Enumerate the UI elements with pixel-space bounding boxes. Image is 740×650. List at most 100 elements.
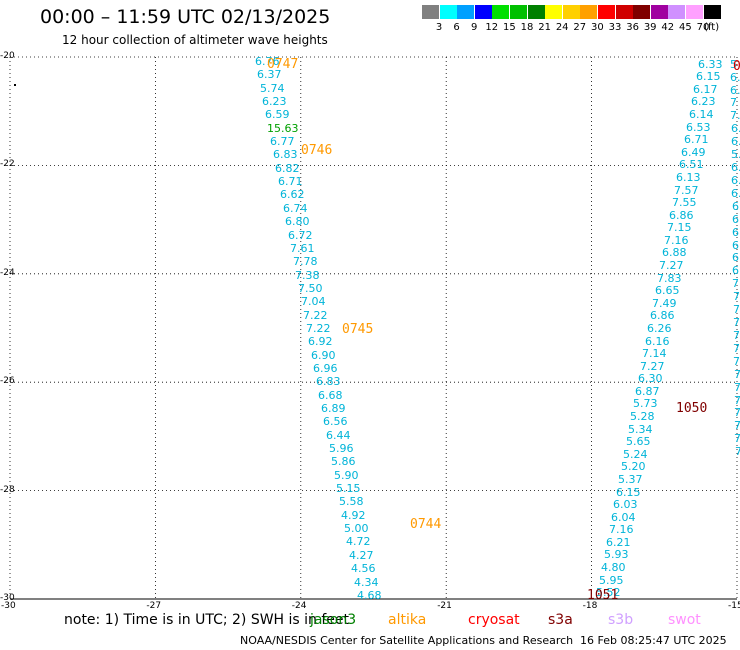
track-c-wave-height: 7.83 — [733, 290, 740, 303]
track-c-wave-height: 6.7 — [731, 161, 740, 174]
track-b-wave-height: 6.86 — [669, 209, 694, 222]
colorbar-swatch — [510, 5, 527, 19]
footnote: note: 1) Time is in UTC; 2) SWH is in fe… — [64, 612, 350, 628]
track-a-wave-height: 4.92 — [341, 509, 366, 522]
track-c-wave-height: 6.76 — [732, 200, 740, 213]
colorbar-swatch — [474, 5, 492, 19]
map-speck — [14, 84, 16, 86]
longitude-tick-label: -21 — [437, 601, 452, 611]
track-b-wave-height: 7.27 — [640, 360, 665, 373]
longitude-tick-label: -27 — [146, 601, 162, 611]
track-b-wave-height: 6.21 — [606, 536, 631, 549]
track-a-pass-time: 0744 — [410, 517, 442, 532]
track-a-wave-height: 5.74 — [260, 82, 285, 95]
track-c-wave-height: 6.5 — [731, 187, 740, 200]
track-b-wave-height: 5.95 — [599, 574, 624, 587]
track-b-wave-height: 6.49 — [681, 146, 706, 159]
track-a-wave-height: 6.68 — [318, 389, 343, 402]
track-a-wave-height: 6.72 — [288, 229, 313, 242]
track-a-wave-height: 4.68 — [357, 589, 382, 602]
track-a-wave-height: 5.86 — [331, 455, 356, 468]
track-b-wave-height: 6.86 — [650, 309, 675, 322]
track-a-wave-height: 7.22 — [303, 309, 328, 322]
track-a-wave-height: 5.15 — [336, 482, 361, 495]
track-c-wave-height: 6.3 — [732, 239, 740, 252]
track-a-wave-height: 6.90 — [311, 349, 336, 362]
track-c-wave-height: 6.79 — [732, 251, 740, 264]
track-a-wave-height: 5.90 — [334, 469, 359, 482]
track-a-wave-height: 6.80 — [285, 215, 310, 228]
track-a-wave-height: 6.92 — [308, 335, 333, 348]
track-c-wave-height: 7.6 — [733, 316, 740, 329]
track-b-wave-height: 7.16 — [664, 234, 689, 247]
track-b-wave-height: 5.52 — [596, 586, 621, 599]
colorbar-label: 3 — [435, 22, 443, 33]
track-c-wave-height: 6.10 — [731, 122, 740, 135]
track-b-wave-height: 6.53 — [686, 121, 711, 134]
map-grid — [9, 56, 738, 600]
longitude-tick-label: -18 — [582, 601, 598, 611]
colorbar-swatch — [527, 5, 545, 19]
track-b-wave-height: 7.83 — [657, 272, 682, 285]
colorbar-label: 9 — [471, 22, 478, 33]
track-a-wave-height: 6.62 — [280, 188, 305, 201]
latitude-tick-label: -20 — [0, 51, 15, 61]
legend-altika: altika — [388, 612, 427, 628]
track-a-wave-height: 7.50 — [298, 282, 323, 295]
track-a-wave-height: 5.96 — [329, 442, 354, 455]
track-c-wave-height: 7. — [734, 394, 740, 407]
track-c-wave-height: 7.8 — [733, 355, 740, 368]
track-a-wave-height: 6.23 — [262, 95, 287, 108]
track-c-wave-height: 6. — [730, 71, 740, 84]
map-subtitle: 12 hour collection of altimeter wave hei… — [62, 33, 328, 47]
track-a-pass-time: 0746 — [301, 143, 333, 158]
track-c-wave-height: 6.31 — [732, 264, 740, 277]
track-b-wave-height: 6.17 — [693, 83, 718, 96]
track-b-wave-height: 7.16 — [609, 523, 634, 536]
track-c-wave-height: 7. — [734, 406, 740, 419]
track-b-wave-height: 6.71 — [684, 133, 709, 146]
track-a-wave-height: 6.83 — [316, 375, 341, 388]
colorbar-swatch — [457, 5, 475, 19]
track-b-wave-height: 6.51 — [679, 158, 704, 171]
track-b-wave-height: 6.30 — [638, 372, 663, 385]
legend-cryosat: cryosat — [468, 612, 520, 628]
colorbar-label: 24 — [555, 22, 569, 33]
colorbar-swatch — [562, 5, 580, 19]
track-a-wave-height: 6.56 — [323, 415, 348, 428]
latitude-tick-label: -24 — [0, 267, 15, 278]
track-b-wave-height: 7.27 — [659, 259, 684, 272]
track-c-wave-height: 5 — [730, 58, 737, 71]
track-a-wave-height: 6.44 — [326, 429, 351, 442]
track-a-wave-height: 6.77 — [270, 135, 295, 148]
colorbar-swatch — [668, 5, 686, 19]
track-c-wave-height: 6.8 — [731, 135, 740, 148]
longitude-tick-label: -24 — [291, 601, 307, 611]
track-a-wave-height: 4.34 — [354, 576, 379, 589]
track-a-wave-height: 6.83 — [273, 148, 298, 161]
track-b-wave-height: 4.80 — [601, 561, 626, 574]
credit-line: NOAA/NESDIS Center for Satellite Applica… — [240, 634, 574, 647]
colorbar-label: 12 — [485, 22, 499, 33]
track-b-wave-height: 6.65 — [655, 284, 680, 297]
track-c-wave-height: 7.03 — [732, 277, 740, 290]
track-c-wave-height: 7.40 — [730, 109, 740, 122]
track-a-wave-height: 6.76 — [255, 55, 280, 68]
track-a-wave-height: 5.00 — [344, 522, 369, 535]
track-a-wave-height: 6.96 — [313, 362, 338, 375]
track-c-wave-height: 6.38 — [732, 226, 740, 239]
track-b-wave-height: 7.57 — [674, 184, 699, 197]
legend-swot: swot — [668, 612, 701, 628]
track-a-wave-height: 5.58 — [339, 495, 364, 508]
track-a-wave-height: 6.37 — [257, 68, 282, 81]
colorbar-label: 36 — [626, 22, 639, 33]
colorbar-label: 21 — [538, 22, 551, 33]
track-b-wave-height: 6.13 — [676, 171, 701, 184]
track-a-wave-height: 6.89 — [321, 402, 346, 415]
track-b-wave-height: 6.88 — [662, 246, 687, 259]
track-b-wave-height: 6.03 — [613, 498, 638, 511]
track-b-wave-height: 6.26 — [647, 322, 672, 335]
colorbar-swatch — [615, 5, 633, 19]
track-b-pass-time: 1050 — [676, 401, 708, 416]
track-a-wave-height: 7.38 — [295, 269, 320, 282]
